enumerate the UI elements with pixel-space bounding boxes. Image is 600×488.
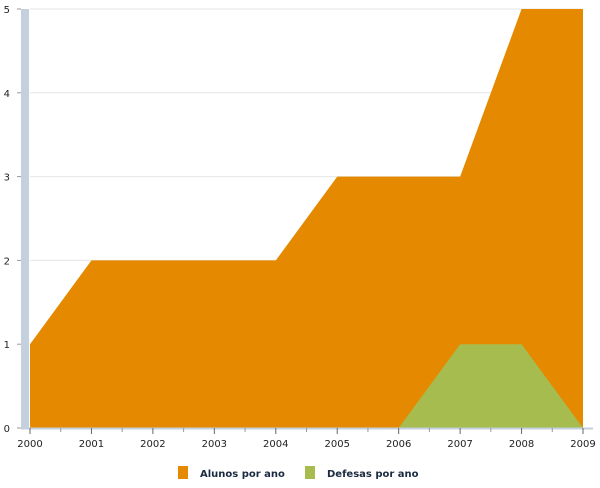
x-tick-label: 2005 bbox=[324, 439, 349, 450]
x-tick-label: 2008 bbox=[509, 439, 534, 450]
y-tick-label: 3 bbox=[4, 173, 10, 184]
x-tick-label: 2004 bbox=[263, 439, 288, 450]
legend: Alunos por ano Defesas por ano bbox=[178, 466, 419, 480]
y-tick-label: 0 bbox=[4, 424, 10, 435]
x-tick-label: 2000 bbox=[17, 439, 42, 450]
area-series-2 bbox=[30, 344, 583, 428]
legend-label-2: Defesas por ano bbox=[327, 469, 419, 480]
area-series-1 bbox=[30, 9, 583, 428]
y-tick-label: 4 bbox=[4, 89, 10, 100]
series-areas bbox=[30, 9, 583, 428]
x-tick-label: 2009 bbox=[570, 439, 595, 450]
x-tick-label: 2006 bbox=[386, 439, 411, 450]
x-axis: 2000 2001 2002 2003 2004 2005 2006 2007 2008 2009 bbox=[17, 427, 596, 450]
x-tick-label: 2002 bbox=[140, 439, 165, 450]
legend-swatch-1 bbox=[178, 466, 188, 479]
legend-label-1: Alunos por ano bbox=[200, 469, 285, 480]
x-tick-label: 2001 bbox=[79, 439, 104, 450]
y-tick-label: 2 bbox=[4, 256, 10, 267]
x-tick-label: 2007 bbox=[447, 439, 472, 450]
y-tick-label: 1 bbox=[4, 340, 10, 351]
y-tick-label: 5 bbox=[4, 5, 10, 16]
y-axis: 0 1 2 3 4 5 bbox=[4, 5, 29, 435]
x-tick-label: 2003 bbox=[202, 439, 227, 450]
legend-swatch-2 bbox=[305, 466, 315, 479]
y-axis-bar bbox=[21, 9, 29, 428]
